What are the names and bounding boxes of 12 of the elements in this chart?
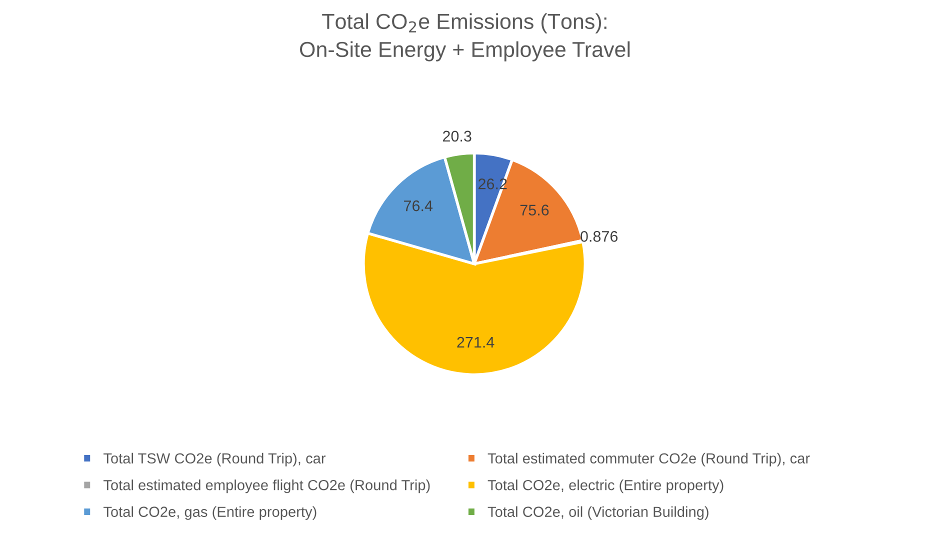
data-label: 75.6	[520, 204, 549, 216]
legend-label: Total CO2e, oil (Victorian Building)	[488, 506, 708, 520]
data-label: 0.876	[580, 231, 618, 242]
legend-label: Total CO2e, gas (Entire property)	[104, 506, 316, 520]
data-label: 76.4	[404, 200, 433, 212]
data-label: 271.4	[457, 336, 494, 348]
legend-label: Total estimated employee flight CO2e (Round Trip)	[104, 480, 430, 494]
legend-label: Total CO2e, electric (Entire property)	[488, 480, 724, 494]
legend-label: Total TSW CO2e (Round Trip), car	[104, 452, 326, 466]
legend-label: Total estimated commuter CO2e (Round Trip), car	[488, 452, 810, 466]
chart-title: Total CO$_{2}$e Emissions (Tons): On-Site Energy + Employee Travel	[300, 13, 630, 62]
data-label: 20.3	[442, 130, 472, 142]
